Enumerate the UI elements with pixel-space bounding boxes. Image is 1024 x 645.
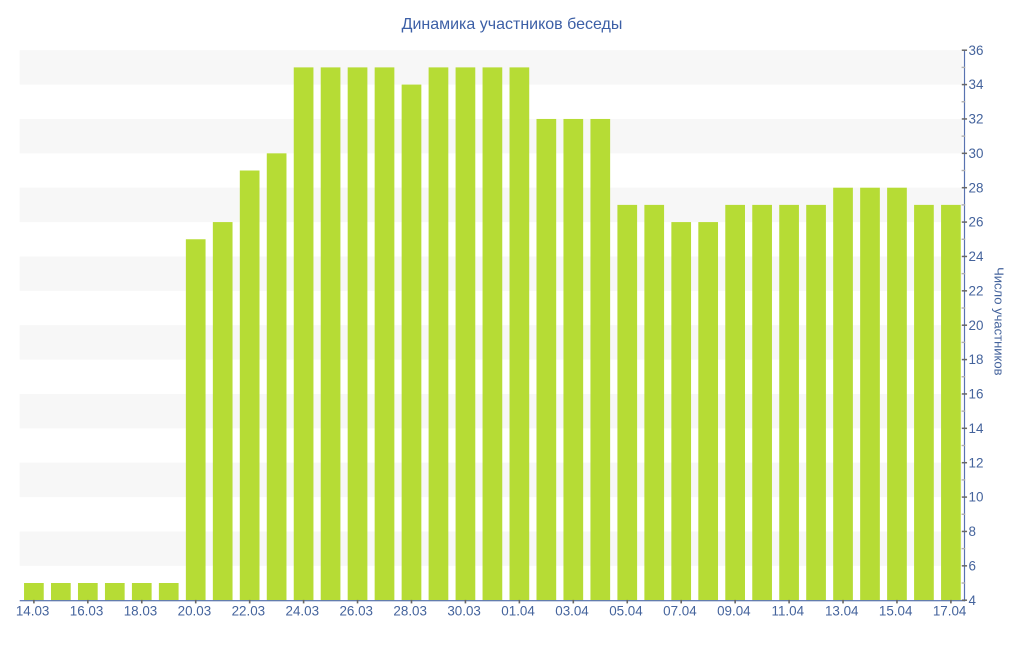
svg-text:26.03: 26.03	[339, 604, 373, 619]
svg-text:09.04: 09.04	[717, 604, 751, 619]
svg-text:01.04: 01.04	[501, 604, 535, 619]
svg-text:32: 32	[969, 112, 984, 127]
svg-text:8: 8	[969, 524, 976, 539]
svg-text:28: 28	[969, 180, 984, 195]
svg-text:28.03: 28.03	[393, 604, 427, 619]
svg-text:18: 18	[969, 352, 984, 367]
svg-text:36: 36	[969, 43, 984, 58]
svg-text:34: 34	[969, 77, 984, 92]
svg-text:30: 30	[969, 146, 984, 161]
svg-text:16.03: 16.03	[70, 604, 104, 619]
svg-text:14.03: 14.03	[16, 604, 50, 619]
svg-text:22: 22	[969, 283, 984, 298]
svg-text:16: 16	[969, 387, 984, 402]
svg-text:4: 4	[969, 593, 977, 608]
svg-text:18.03: 18.03	[124, 604, 158, 619]
svg-text:20.03: 20.03	[178, 604, 212, 619]
svg-text:Число участников: Число участников	[991, 267, 1006, 375]
svg-text:17.04: 17.04	[933, 604, 967, 619]
svg-text:22.03: 22.03	[232, 604, 266, 619]
svg-text:03.04: 03.04	[555, 604, 589, 619]
svg-text:10: 10	[969, 490, 984, 505]
svg-text:20: 20	[969, 318, 984, 333]
svg-text:30.03: 30.03	[447, 604, 481, 619]
svg-text:24: 24	[969, 249, 984, 264]
svg-text:07.04: 07.04	[663, 604, 697, 619]
svg-text:05.04: 05.04	[609, 604, 643, 619]
svg-text:13.04: 13.04	[825, 604, 859, 619]
svg-text:6: 6	[969, 558, 976, 573]
svg-text:24.03: 24.03	[286, 604, 320, 619]
svg-text:12: 12	[969, 455, 984, 470]
svg-text:Динамика участников беседы: Динамика участников беседы	[402, 16, 623, 33]
svg-text:11.04: 11.04	[772, 604, 805, 619]
svg-text:26: 26	[969, 215, 984, 230]
svg-text:14: 14	[969, 421, 984, 436]
svg-text:15.04: 15.04	[879, 604, 913, 619]
